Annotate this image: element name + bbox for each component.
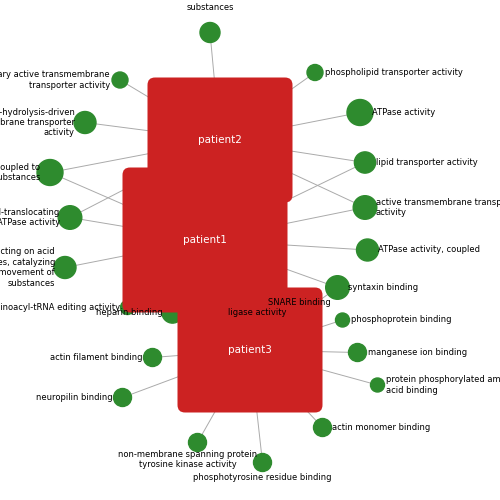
Text: patient3: patient3: [228, 345, 272, 355]
Circle shape: [307, 64, 323, 80]
FancyBboxPatch shape: [148, 78, 292, 202]
Text: syntaxin binding: syntaxin binding: [348, 283, 418, 292]
Circle shape: [370, 378, 384, 392]
Text: phosphoprotein binding: phosphoprotein binding: [351, 316, 452, 324]
Text: lipid transporter activity: lipid transporter activity: [376, 158, 478, 167]
Text: hydrolase activity, acting on acid
anhydrides, catalyzing
transmembrane movement: hydrolase activity, acting on acid anhyd…: [0, 248, 55, 288]
Circle shape: [254, 454, 272, 471]
Text: manganese ion binding: manganese ion binding: [368, 348, 466, 357]
Circle shape: [112, 72, 128, 88]
Text: protein phosphorylated amino
acid binding: protein phosphorylated amino acid bindin…: [386, 376, 500, 394]
Circle shape: [200, 22, 220, 42]
Text: ATPase activity, coupled to
transmembrane movement of
substances: ATPase activity, coupled to transmembran…: [146, 0, 274, 12]
Text: ATPase activity, coupled to
movement of substances: ATPase activity, coupled to movement of …: [0, 163, 40, 182]
Circle shape: [207, 302, 228, 323]
Circle shape: [348, 344, 366, 361]
Text: patient2: patient2: [198, 135, 242, 145]
Text: heparin binding: heparin binding: [96, 308, 162, 317]
Circle shape: [354, 152, 376, 173]
Text: ATPase activity, coupled: ATPase activity, coupled: [378, 246, 480, 254]
Text: patient1: patient1: [183, 235, 227, 245]
Circle shape: [314, 418, 332, 436]
Circle shape: [326, 276, 349, 299]
Circle shape: [188, 434, 206, 452]
Circle shape: [347, 100, 373, 126]
Circle shape: [58, 206, 82, 230]
Circle shape: [336, 313, 349, 327]
Circle shape: [247, 292, 268, 313]
Text: actin filament binding: actin filament binding: [50, 353, 142, 362]
Text: phospholipid-translocating
ATPase activity: phospholipid-translocating ATPase activi…: [0, 208, 60, 227]
Text: phosphotyrosine residue binding: phosphotyrosine residue binding: [193, 472, 332, 482]
Text: P-P-bond-hydrolysis-driven
transmembrane transporter
activity: P-P-bond-hydrolysis-driven transmembrane…: [0, 108, 75, 138]
FancyBboxPatch shape: [122, 168, 288, 312]
Text: phospholipid transporter activity: phospholipid transporter activity: [325, 68, 463, 77]
Circle shape: [353, 196, 377, 220]
Circle shape: [144, 348, 162, 366]
Circle shape: [162, 302, 183, 323]
Text: active transmembrane transporter
activity: active transmembrane transporter activit…: [376, 198, 500, 217]
Text: non-membrane spanning protein
tyrosine kinase activity: non-membrane spanning protein tyrosine k…: [118, 450, 257, 469]
FancyBboxPatch shape: [178, 288, 322, 412]
Circle shape: [74, 112, 96, 134]
Text: actin monomer binding: actin monomer binding: [332, 423, 431, 432]
Circle shape: [37, 160, 63, 186]
Text: ATPase activity: ATPase activity: [372, 108, 436, 117]
Text: SNARE binding: SNARE binding: [268, 298, 330, 307]
Text: ligase activity: ligase activity: [228, 308, 286, 317]
Circle shape: [54, 256, 76, 278]
Circle shape: [356, 239, 378, 261]
Text: neuropilin binding: neuropilin binding: [36, 393, 113, 402]
Text: aminoacyl-tRNA editing activity: aminoacyl-tRNA editing activity: [0, 303, 120, 312]
Circle shape: [114, 388, 132, 406]
Circle shape: [120, 300, 134, 314]
Text: primary active transmembrane
transporter activity: primary active transmembrane transporter…: [0, 70, 110, 90]
